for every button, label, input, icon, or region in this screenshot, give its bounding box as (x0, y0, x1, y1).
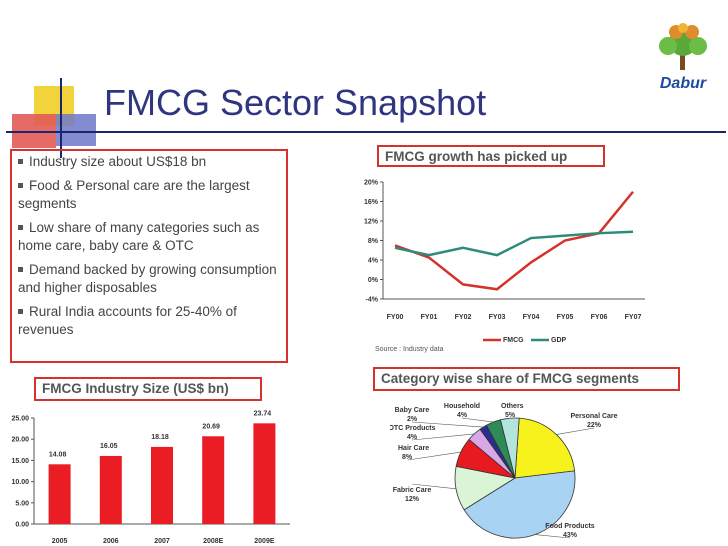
x-tick-label: 2007 (154, 538, 170, 545)
pie-label-name: Personal Care (570, 413, 617, 420)
x-tick-label: FY05 (557, 314, 574, 321)
pie-leader-line (411, 483, 457, 490)
bar-data-label: 20.69 (202, 423, 220, 430)
category-chart-heading: Category wise share of FMCG segments (373, 367, 680, 391)
bullet-square-icon (18, 266, 23, 272)
pie-label-value: 22% (587, 422, 602, 429)
title-deco-blue (56, 114, 96, 146)
pie-leader-line (411, 421, 484, 428)
x-tick-label: FY06 (591, 314, 608, 321)
y-tick-label: 8% (368, 238, 379, 245)
x-tick-label: FY01 (421, 314, 438, 321)
bar-data-label: 23.74 (254, 410, 272, 417)
pie-label-name: Fabric Care (393, 487, 432, 494)
category-pie-chart: Personal Care 22% Food Products 43% Fabric C… (390, 403, 618, 539)
pie-leader-line (534, 534, 571, 539)
pie-label-name: Household (444, 403, 480, 410)
growth-chart-heading: FMCG growth has picked up (377, 145, 605, 167)
pie-label-name: Baby Care (395, 407, 430, 414)
x-tick-label: 2005 (52, 538, 68, 545)
bullet-square-icon (18, 224, 23, 230)
bullet-item: Demand backed by growing consumption and… (18, 262, 277, 295)
pie-label-value: 2% (407, 416, 418, 423)
bar-2005 (48, 464, 71, 524)
title-deco-vline (60, 78, 62, 158)
y-tick-label: 10.00 (11, 479, 29, 486)
y-tick-label: 0% (368, 277, 379, 284)
y-tick-label: 5.00 (15, 500, 29, 507)
logo-wordmark: Dabur (660, 75, 707, 92)
key-points-box: Industry size about US$18 bn Food & Pers… (10, 149, 288, 363)
bullet-item: Food & Personal care are the largest seg… (18, 178, 250, 211)
pie-label-name: Food Products (545, 523, 594, 530)
bullet-item: Low share of many categories such as hom… (18, 220, 260, 253)
bullet-item: Industry size about US$18 bn (18, 153, 286, 171)
bullet-square-icon (18, 158, 23, 164)
pie-label-name: Hair Care (398, 445, 429, 452)
bullet-square-icon (18, 182, 23, 188)
x-tick-label: FY00 (387, 314, 404, 321)
bullet-item: Rural India accounts for 25-40% of reven… (18, 304, 237, 337)
pie-leader-line (407, 451, 461, 461)
dabur-logo: Dabur (659, 23, 707, 92)
size-chart-heading: FMCG Industry Size (US$ bn) (34, 377, 262, 401)
x-tick-label: 2008E (203, 538, 224, 545)
pie-slice-personal-care (514, 417, 576, 479)
pie-label-value: 8% (402, 454, 413, 461)
pie-label-value: 4% (407, 434, 418, 441)
pie-label-value: 5% (505, 412, 516, 419)
series-line-gdp (394, 230, 634, 257)
slide-title: FMCG Sector Snapshot (104, 82, 487, 123)
growth-line-chart: 20% 16% 12% 8% 4% 0% -4% FY00 FY01 FY02 FY03 FY04 FY… (364, 180, 645, 344)
bar-2008E (202, 436, 225, 524)
pie-leader-line (461, 417, 494, 423)
pie-slice-food-products (463, 470, 576, 539)
y-tick-label: 25.00 (11, 416, 29, 423)
bar-2009E (253, 423, 276, 524)
pie-label-name: Others (501, 403, 524, 410)
pie-label-name: OTC Products (390, 425, 436, 432)
y-tick-label: 20% (364, 180, 379, 187)
pie-label-value: 4% (457, 412, 468, 419)
x-tick-label: 2006 (103, 538, 119, 545)
pie-leader-line (411, 433, 475, 441)
series-line-fmcg (394, 190, 634, 291)
y-tick-label: -4% (366, 297, 379, 304)
source-note: Source : Industry data (375, 346, 444, 353)
x-tick-label: FY03 (489, 314, 506, 321)
x-tick-label: FY04 (523, 314, 540, 321)
bar-2006 (99, 455, 122, 524)
industry-size-bar-chart: 25.00 20.00 15.00 10.00 5.00 0.00 14.08 2005 16.… (11, 410, 290, 545)
x-tick-label: FY07 (625, 314, 642, 321)
y-tick-label: 12% (364, 219, 379, 226)
bar-data-label: 14.08 (49, 451, 67, 458)
legend-label: FMCG (503, 337, 524, 344)
pie-leader-line (556, 427, 595, 435)
tree-icon (659, 23, 707, 70)
bar-data-label: 16.05 (100, 443, 118, 450)
legend-label: GDP (551, 337, 567, 344)
bar-2007 (151, 446, 173, 524)
y-tick-label: 0.00 (15, 522, 29, 529)
bar-data-label: 18.18 (151, 434, 169, 441)
pie-label-value: 43% (563, 532, 578, 539)
y-tick-label: 4% (368, 258, 379, 265)
pie-label-value: 12% (405, 496, 420, 503)
x-tick-label: 2009E (254, 538, 275, 545)
y-tick-label: 16% (364, 199, 379, 206)
x-tick-label: FY02 (455, 314, 472, 321)
title-underline (6, 131, 726, 133)
bullet-square-icon (18, 308, 23, 314)
y-tick-label: 20.00 (11, 437, 29, 444)
y-tick-label: 15.00 (11, 458, 29, 465)
